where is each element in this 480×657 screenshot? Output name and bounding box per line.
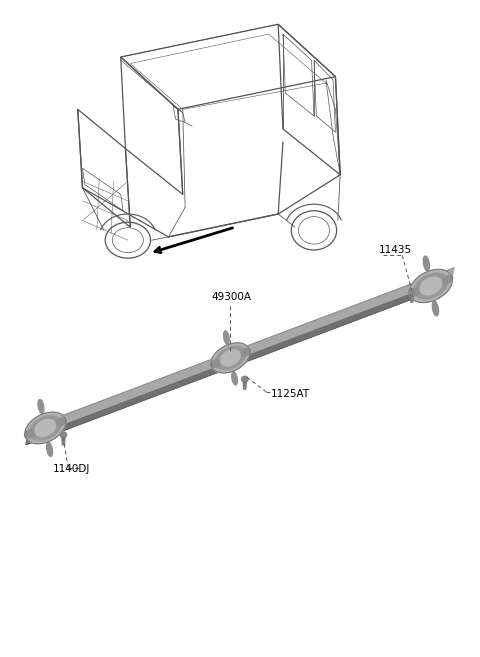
Ellipse shape bbox=[60, 432, 67, 438]
Ellipse shape bbox=[35, 419, 56, 436]
Ellipse shape bbox=[240, 348, 250, 356]
Ellipse shape bbox=[408, 289, 415, 295]
Ellipse shape bbox=[211, 360, 220, 367]
Ellipse shape bbox=[232, 372, 237, 385]
Polygon shape bbox=[28, 268, 454, 432]
Ellipse shape bbox=[224, 331, 229, 344]
Ellipse shape bbox=[211, 343, 250, 373]
Polygon shape bbox=[243, 382, 246, 389]
Ellipse shape bbox=[25, 412, 66, 443]
Text: 1140DJ: 1140DJ bbox=[53, 464, 90, 474]
Text: 1125AT: 1125AT bbox=[271, 389, 310, 399]
Polygon shape bbox=[62, 438, 65, 445]
Polygon shape bbox=[26, 279, 452, 445]
Ellipse shape bbox=[47, 442, 52, 457]
Ellipse shape bbox=[38, 399, 44, 413]
Ellipse shape bbox=[409, 269, 452, 303]
Text: 49300A: 49300A bbox=[211, 292, 252, 302]
Ellipse shape bbox=[216, 346, 245, 370]
Ellipse shape bbox=[409, 288, 420, 296]
Ellipse shape bbox=[29, 416, 61, 440]
Ellipse shape bbox=[24, 430, 35, 438]
Ellipse shape bbox=[432, 301, 439, 316]
Polygon shape bbox=[26, 268, 454, 445]
Ellipse shape bbox=[420, 277, 442, 295]
Ellipse shape bbox=[241, 376, 248, 382]
Ellipse shape bbox=[423, 256, 430, 271]
Ellipse shape bbox=[414, 273, 447, 299]
Text: 11435: 11435 bbox=[378, 245, 411, 255]
Ellipse shape bbox=[221, 350, 240, 366]
Polygon shape bbox=[410, 295, 413, 302]
Ellipse shape bbox=[442, 275, 453, 284]
Ellipse shape bbox=[56, 418, 66, 426]
